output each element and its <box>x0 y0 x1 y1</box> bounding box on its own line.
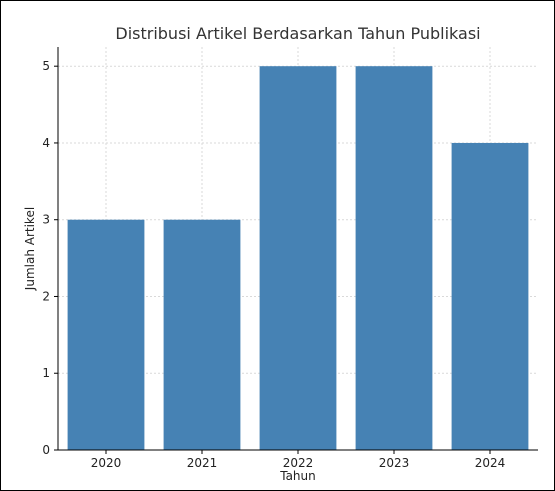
x-axis-label: Tahun <box>279 469 316 483</box>
bar-2023 <box>355 66 433 450</box>
y-tick-label: 1 <box>42 366 50 380</box>
y-tick-label: 3 <box>42 213 50 227</box>
bars <box>67 66 529 450</box>
ticks: 0 1 2 3 4 5 2020 2021 2022 2023 2024 <box>42 59 505 470</box>
bar-2022 <box>259 66 337 450</box>
chart-title: Distribusi Artikel Berdasarkan Tahun Pub… <box>115 24 480 43</box>
x-tick-label: 2021 <box>187 456 218 470</box>
bar-2024 <box>451 142 529 450</box>
bar-2020 <box>67 219 145 450</box>
y-tick-label: 4 <box>42 136 50 150</box>
x-tick-label: 2022 <box>283 456 314 470</box>
y-axis-label: Jumlah Artikel <box>23 207 37 291</box>
bar-2021 <box>163 219 241 450</box>
y-tick-label: 5 <box>42 59 50 73</box>
x-tick-label: 2020 <box>91 456 122 470</box>
x-tick-label: 2024 <box>475 456 506 470</box>
y-tick-label: 2 <box>42 289 50 303</box>
y-tick-label: 0 <box>42 443 50 457</box>
x-tick-label: 2023 <box>379 456 410 470</box>
